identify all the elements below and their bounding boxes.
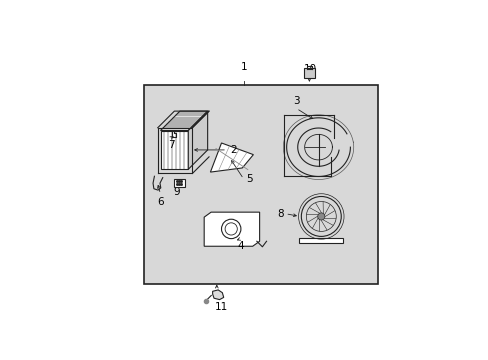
Text: 3: 3 [292,95,299,105]
Polygon shape [212,290,224,300]
Text: 5: 5 [246,174,253,184]
Text: 9: 9 [174,187,180,197]
Bar [143,85,377,284]
Text: 2: 2 [229,145,236,155]
Text: 8: 8 [277,209,284,219]
Text: 7: 7 [168,140,175,150]
FancyBboxPatch shape [303,68,314,77]
Bar [299,238,343,243]
Polygon shape [210,143,253,172]
Circle shape [317,213,324,220]
Polygon shape [188,111,207,169]
Text: 4: 4 [237,242,244,251]
Text: 6: 6 [157,197,163,207]
Polygon shape [204,212,259,246]
Polygon shape [160,111,207,131]
Text: 11: 11 [214,302,228,312]
Text: 1: 1 [240,62,246,72]
Text: 10: 10 [303,64,316,74]
Bar [174,179,184,186]
Bar [160,131,188,169]
